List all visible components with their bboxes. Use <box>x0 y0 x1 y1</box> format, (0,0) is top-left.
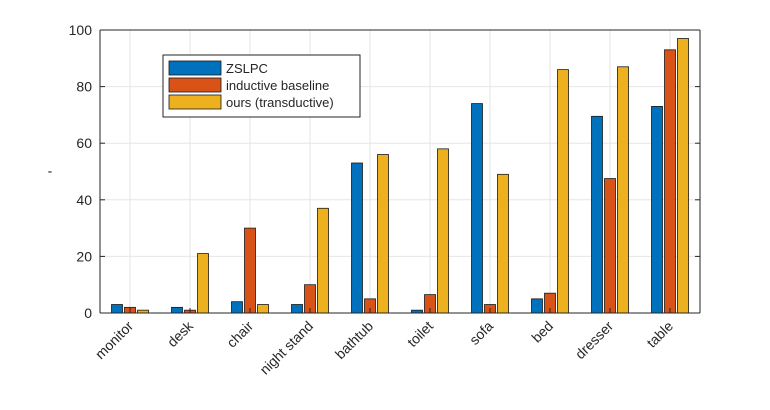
legend-swatch-inductive-baseline <box>168 77 222 93</box>
bars <box>111 38 689 314</box>
x-tick-label-night-stand: night stand <box>256 318 316 378</box>
x-tick-label-sofa: sofa <box>466 318 496 348</box>
y-tick-label: 60 <box>76 135 92 151</box>
x-tick-label-toilet: toilet <box>404 318 436 350</box>
bar-ours-transductive--bed <box>557 69 569 314</box>
bar-zslpc-sofa <box>471 103 483 314</box>
legend-label-zslpc: ZSLPC <box>226 61 268 76</box>
x-tick-label-dresser: dresser <box>572 318 617 363</box>
x-tick-label-desk: desk <box>164 317 197 350</box>
bar-ours-transductive--dresser <box>617 66 629 314</box>
bar-ours-transductive--sofa <box>497 173 509 314</box>
bar-ours-transductive--bathtub <box>377 154 389 314</box>
y-axis-label: - <box>48 163 53 179</box>
y-tick-label: 20 <box>76 248 92 264</box>
bar-ours-transductive--night-stand <box>317 207 329 314</box>
bar-inductive-baseline-chair <box>244 227 256 314</box>
bar-zslpc-dresser <box>591 115 603 314</box>
x-tick-label-bed: bed <box>528 318 556 346</box>
y-tick-label: 80 <box>76 79 92 95</box>
bar-zslpc-bathtub <box>351 162 363 314</box>
x-tick-label-table: table <box>643 318 676 351</box>
bar-inductive-baseline-table <box>664 49 676 314</box>
bar-zslpc-desk <box>171 306 183 314</box>
legend-swatch-zslpc <box>168 60 222 76</box>
legend: ZSLPC inductive baseline ours (transductiv… <box>162 54 361 118</box>
bar-ours-transductive--table <box>677 38 689 314</box>
bar-ours-transductive--chair <box>257 304 269 314</box>
legend-swatch-ours-transductive- <box>168 94 222 110</box>
bar-zslpc-chair <box>231 301 243 314</box>
y-tick-label: 0 <box>84 305 92 321</box>
bar-ours-transductive--desk <box>197 253 209 314</box>
y-tick-label: 100 <box>69 22 93 38</box>
x-tick-label-monitor: monitor <box>92 318 137 363</box>
bar-zslpc-night-stand <box>291 304 303 314</box>
legend-label-ours-transductive-: ours (transductive) <box>226 95 334 110</box>
x-tick-label-bathtub: bathtub <box>332 318 376 362</box>
y-tick-label: 40 <box>76 192 92 208</box>
x-tick-label-chair: chair <box>223 318 256 351</box>
bar-ours-transductive--toilet <box>437 148 449 314</box>
bar-zslpc-bed <box>531 298 543 314</box>
bar-inductive-baseline-dresser <box>604 178 616 314</box>
bar-zslpc-monitor <box>111 304 123 314</box>
axes <box>99 29 701 314</box>
legend-label-inductive-baseline: inductive baseline <box>226 78 329 93</box>
bar-zslpc-table <box>651 106 663 314</box>
